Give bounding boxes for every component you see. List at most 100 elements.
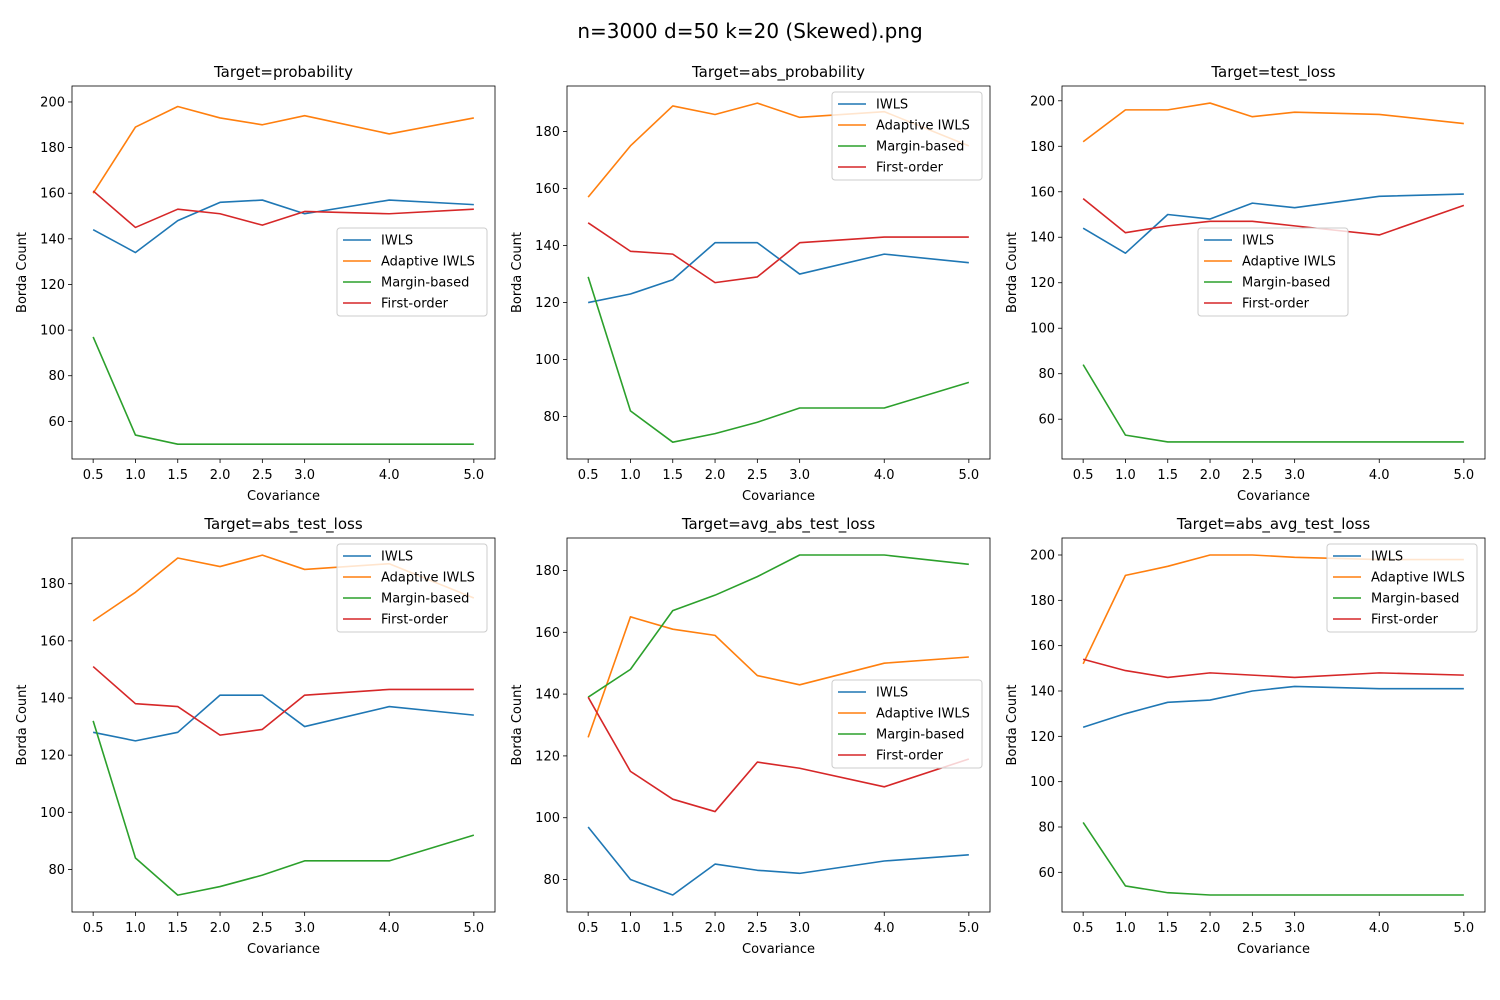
legend-box: [1197, 227, 1349, 317]
subplot: Target=abs_avg_test_loss 0.5 1.0 1.5 2.0 2.5 3…: [1005, 515, 1486, 957]
legend-label: IWLS: [876, 686, 908, 701]
plot-frame: [71, 85, 496, 460]
x-axis-label: Covariance: [742, 489, 815, 504]
series-line-margin-based: [587, 554, 969, 698]
y-tick-label: 180: [40, 577, 65, 592]
y-tick-label: 200: [1030, 549, 1055, 564]
y-tick-label: 80: [1038, 367, 1055, 382]
x-tick-label: 4.0: [1369, 921, 1390, 936]
x-tick-label: 2.5: [1242, 921, 1263, 936]
subplot-title: Target=probability: [213, 63, 353, 81]
y-tick-label: 140: [40, 692, 65, 707]
y-tick-label: 160: [1030, 639, 1055, 654]
x-tick-label: 3.0: [1284, 468, 1305, 483]
x-tick-label: 1.5: [662, 921, 683, 936]
x-tick-label: 1.0: [1115, 921, 1136, 936]
x-tick-label: 1.5: [167, 468, 188, 483]
legend-label: IWLS: [381, 550, 413, 565]
series-line-margin-based: [1082, 822, 1464, 896]
series-line-first-order: [92, 190, 474, 229]
x-tick-label: 2.0: [210, 921, 231, 936]
y-tick-label: 120: [1030, 276, 1055, 291]
legend-label: First-order: [876, 161, 944, 176]
series-line-first-order: [587, 222, 969, 284]
series-line-adaptive-iwls: [587, 616, 969, 738]
legend-box: [1326, 543, 1478, 633]
series-line-iwls: [92, 694, 474, 742]
y-axis-label: Borda Count: [510, 232, 525, 313]
y-tick-label: 140: [535, 688, 560, 703]
y-tick-label: 180: [1030, 594, 1055, 609]
x-tick-label: 0.5: [83, 468, 104, 483]
legend-label: IWLS: [1371, 550, 1403, 565]
series-line-margin-based: [92, 720, 475, 896]
x-tick-label: 1.0: [125, 468, 146, 483]
legend-label: Margin-based: [381, 276, 469, 291]
legend: IWLS Adaptive IWLS Margin-based First-order: [1197, 227, 1349, 317]
legend: IWLS Adaptive IWLS Margin-based First-order: [336, 227, 488, 317]
y-tick-label: 80: [48, 863, 65, 878]
legend: IWLS Adaptive IWLS Margin-based First-order: [831, 679, 983, 769]
legend-label: First-order: [1371, 613, 1439, 628]
y-tick-label: 180: [535, 125, 560, 140]
x-tick-label: 2.0: [210, 468, 231, 483]
legend-label: IWLS: [381, 234, 413, 249]
y-tick-label: 80: [48, 369, 65, 384]
x-tick-label: 5.0: [464, 468, 485, 483]
y-axis-label: Borda Count: [510, 685, 525, 766]
x-tick-label: 2.5: [1242, 468, 1263, 483]
plot-frame: [1061, 537, 1486, 913]
x-tick-label: 2.0: [1200, 468, 1221, 483]
series-line-margin-based: [1082, 364, 1464, 443]
series-line-iwls: [587, 241, 969, 304]
legend: IWLS Adaptive IWLS Margin-based First-order: [336, 543, 488, 633]
x-tick-label: 0.5: [1073, 468, 1094, 483]
y-tick-label: 60: [1038, 413, 1055, 428]
x-axis-label: Covariance: [742, 942, 815, 957]
subplot-title: Target=avg_abs_test_loss: [681, 515, 876, 534]
series-line-iwls: [1082, 685, 1464, 729]
series-line-adaptive-iwls: [92, 105, 474, 194]
series-line-first-order: [1082, 658, 1464, 679]
y-axis-label: Borda Count: [15, 685, 30, 766]
legend-label: Adaptive IWLS: [876, 707, 970, 722]
x-tick-label: 5.0: [464, 921, 485, 936]
x-tick-label: 0.5: [578, 921, 599, 936]
x-axis-label: Covariance: [1237, 942, 1310, 957]
y-axis-label: Borda Count: [15, 232, 30, 313]
legend-label: Margin-based: [1371, 592, 1459, 607]
y-tick-label: 180: [40, 141, 65, 156]
x-tick-label: 2.0: [1200, 921, 1221, 936]
y-tick-label: 140: [1030, 685, 1055, 700]
x-tick-label: 4.0: [1369, 468, 1390, 483]
x-tick-label: 2.0: [705, 921, 726, 936]
y-tick-label: 140: [535, 239, 560, 254]
legend-label: Adaptive IWLS: [1242, 255, 1336, 270]
series-line-first-order: [92, 665, 474, 736]
legend-label: Margin-based: [876, 728, 964, 743]
x-tick-label: 5.0: [1454, 468, 1475, 483]
x-tick-label: 2.5: [252, 468, 273, 483]
y-tick-label: 160: [40, 187, 65, 202]
x-tick-label: 1.5: [1157, 468, 1178, 483]
series-line-iwls: [92, 199, 474, 254]
legend-label: Margin-based: [1242, 276, 1330, 291]
series-line-adaptive-iwls: [1082, 102, 1464, 143]
plot-frame: [566, 85, 991, 460]
x-tick-label: 1.0: [1115, 468, 1136, 483]
y-tick-label: 100: [1030, 775, 1055, 790]
x-tick-label: 1.0: [125, 921, 146, 936]
y-axis-label: Borda Count: [1005, 232, 1020, 313]
y-tick-label: 100: [1030, 322, 1055, 337]
x-tick-label: 1.0: [620, 468, 641, 483]
series-line-first-order: [587, 696, 970, 813]
legend: IWLS Adaptive IWLS Margin-based First-order: [831, 91, 983, 181]
y-tick-label: 200: [1030, 94, 1055, 109]
subplot: Target=avg_abs_test_loss 0.5 1.0 1.5 2.0 2.5 3…: [510, 515, 991, 957]
y-tick-label: 100: [40, 806, 65, 821]
y-tick-label: 160: [40, 634, 65, 649]
x-tick-label: 4.0: [379, 921, 400, 936]
legend-label: First-order: [876, 749, 944, 764]
y-tick-label: 100: [535, 353, 560, 368]
y-tick-label: 180: [1030, 140, 1055, 155]
